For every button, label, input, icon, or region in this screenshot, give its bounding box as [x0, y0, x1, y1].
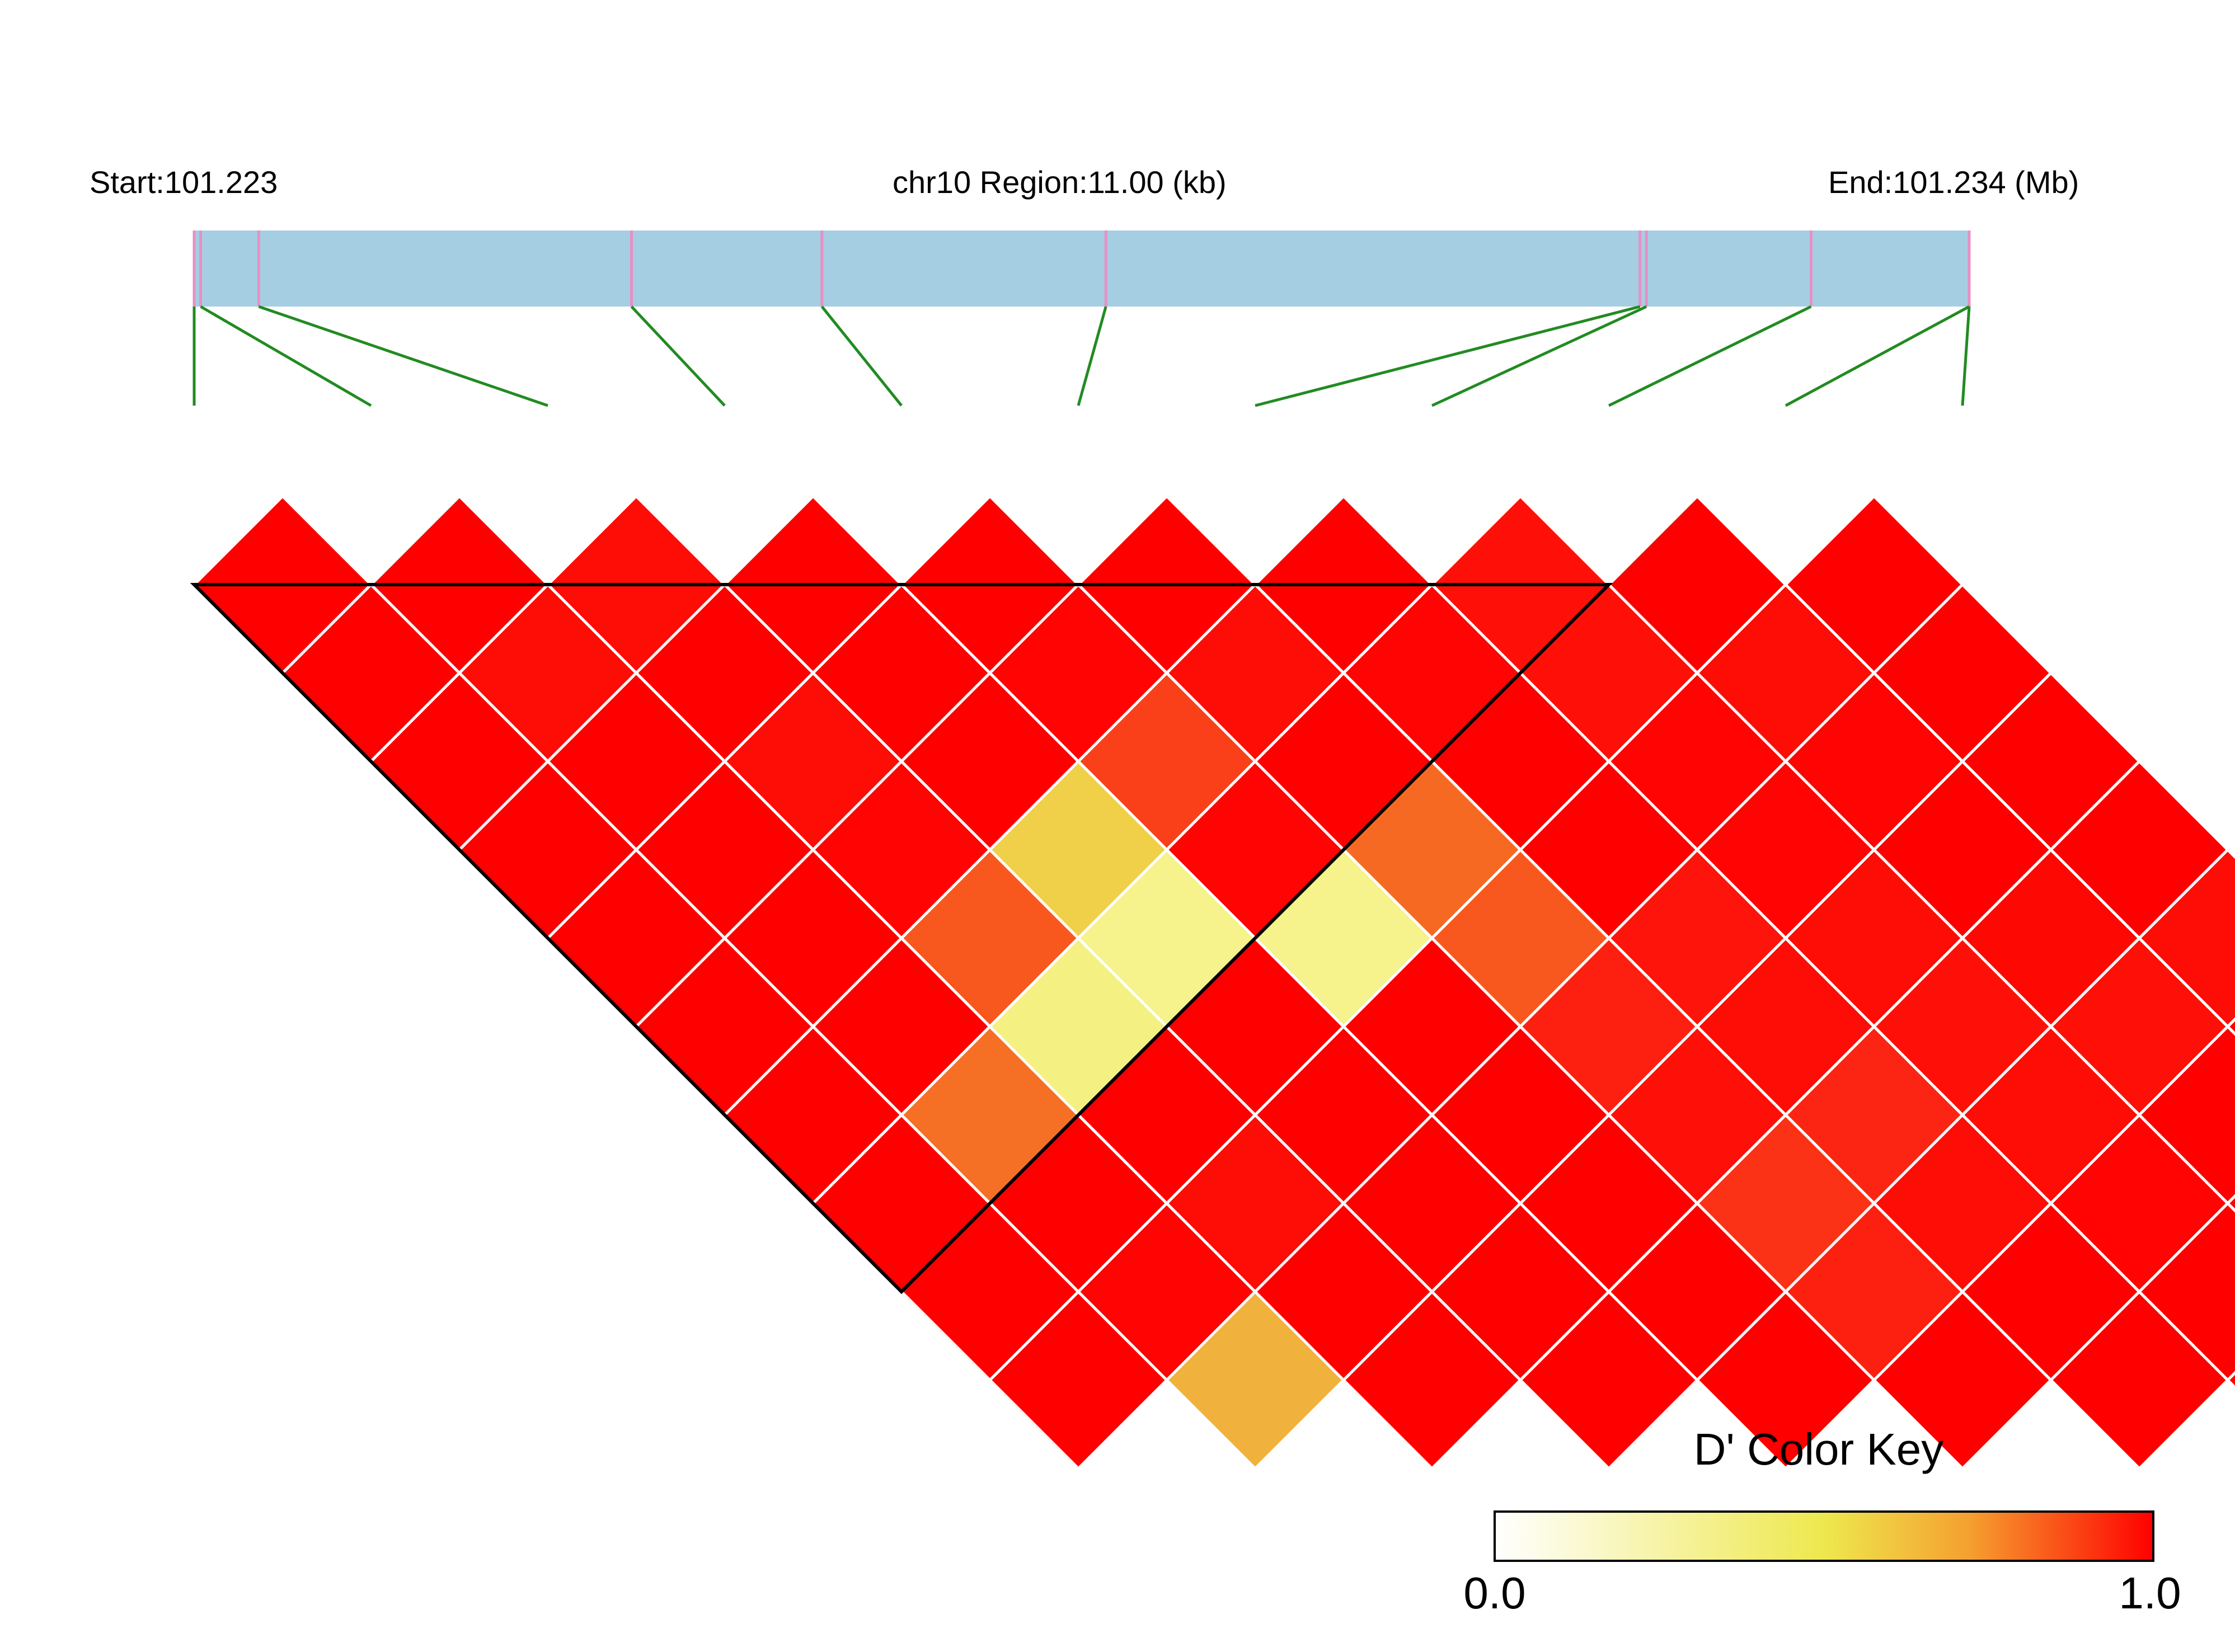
- snp-connector: [1077, 306, 1107, 406]
- color-key-gradient-bar: [1494, 1510, 2154, 1562]
- snp-connector: [1431, 305, 1647, 407]
- color-key-min-label: 0.0: [1463, 1568, 1525, 1618]
- ld-cell: [2225, 1194, 2235, 1213]
- snp-connector: [1961, 306, 1971, 406]
- snp-connector-lines: [192, 305, 1971, 407]
- region-start-label: Start:101.223: [90, 164, 278, 200]
- ld-block-outline: [190, 583, 1613, 1295]
- ld-cell: [2225, 1371, 2235, 1390]
- snp-tick-marks: [192, 230, 1971, 307]
- snp-connector: [820, 305, 903, 407]
- region-bar: [194, 230, 1969, 307]
- ld-cells: [192, 494, 2235, 1471]
- color-key-max-label: 1.0: [2119, 1568, 2181, 1618]
- snp-connector: [200, 305, 372, 407]
- ld-block-triangle: [190, 583, 1613, 1295]
- ld-cell: [2225, 1017, 2235, 1036]
- region-end-label: End:101.234 (Mb): [1828, 164, 2079, 200]
- snp-connector: [630, 305, 726, 407]
- snp-connector: [1785, 305, 1970, 407]
- region-title-label: chr10 Region:11.00 (kb): [893, 164, 1227, 200]
- snp-connector: [1608, 305, 1812, 407]
- snp-connector: [1255, 305, 1641, 407]
- color-key-title: D' Color Key: [1694, 1424, 1944, 1474]
- snp-connector: [258, 305, 548, 407]
